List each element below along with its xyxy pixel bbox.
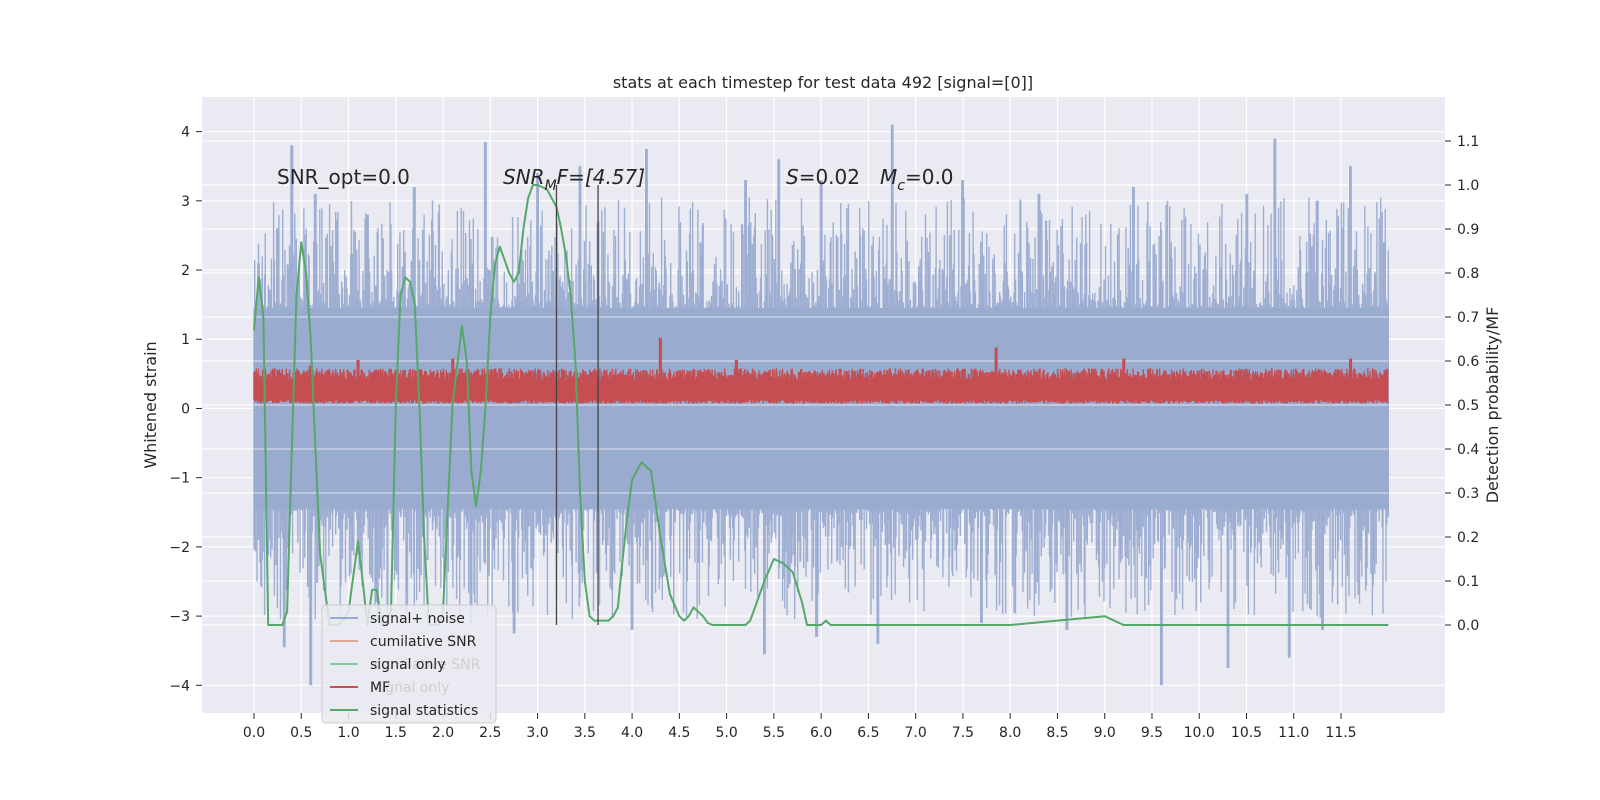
x-tick-label: 3.0: [526, 725, 548, 741]
y-right-tick-label: 0.3: [1457, 486, 1479, 502]
vertical-markers: [555, 185, 599, 625]
legend-label-mf: MF: [370, 680, 390, 696]
y-tick-label: −3: [169, 609, 190, 625]
legend-ghost-2: signal only: [374, 680, 449, 696]
x-tick-label: 3.5: [574, 725, 596, 741]
y-tick-label: −4: [169, 678, 190, 694]
x-tick-label: 9.0: [1094, 725, 1116, 741]
x-tick-label: 1.5: [385, 725, 407, 741]
signal-statistics-series: [253, 184, 1389, 626]
y-right-tick-label: 0.4: [1457, 442, 1479, 458]
y-tick-label: 1: [181, 332, 190, 348]
annotation-snr-mf-rest: F=[4.57]: [557, 165, 645, 189]
y-right-tick-label: 0.6: [1457, 354, 1479, 370]
x-tick-label: 5.5: [763, 725, 785, 741]
x-tick-label: 10.5: [1231, 725, 1262, 741]
y-right-tick-label: 0.8: [1457, 266, 1479, 282]
annotation-snr-opt: SNR_opt=0.0: [277, 165, 410, 189]
annotation-snr-mf-main: SNR: [503, 165, 545, 189]
annotation-mc: Mc=0.0: [880, 165, 954, 194]
signal-statistics-line: [253, 184, 1389, 626]
x-tick-label: 8.5: [1046, 725, 1068, 741]
y-right-tick-label: 0.7: [1457, 310, 1479, 326]
annotation-s-label: S: [786, 165, 799, 189]
x-tick-label: 11.5: [1325, 725, 1356, 741]
y-axis-label-left: Whitened strain: [141, 341, 160, 468]
y-right-tick-label: 0.0: [1457, 618, 1479, 634]
annotation-snr-mf: SNRMF=[4.57]: [503, 165, 645, 194]
x-tick-label: 8.0: [999, 725, 1021, 741]
y-tick-label: 0: [181, 401, 190, 417]
x-tick-label: 6.5: [857, 725, 879, 741]
legend-label-signal-noise: signal+ noise: [370, 611, 465, 627]
x-tick-label: 6.0: [810, 725, 832, 741]
y-right-tick-label: 0.1: [1457, 574, 1479, 590]
x-tick-label: 4.0: [621, 725, 643, 741]
y-tick-label: −1: [169, 471, 190, 487]
annotation-mc-main: M: [880, 165, 897, 189]
chart-title: stats at each timestep for test data 492…: [613, 73, 1033, 92]
x-tick-label: 7.5: [952, 725, 974, 741]
legend-box: [321, 604, 497, 724]
y-tick-label: −2: [169, 540, 190, 556]
x-tick-label: 0.5: [290, 725, 312, 741]
x-tick-label: 2.5: [479, 725, 501, 741]
annotation-s-value: =0.02: [799, 165, 860, 189]
annotation-mc-sub: c: [897, 178, 905, 194]
x-tick-label: 7.0: [905, 725, 927, 741]
annotation-mc-value: =0.0: [905, 165, 954, 189]
y-right-tick-label: 0.5: [1457, 398, 1479, 414]
x-tick-label: 2.0: [432, 725, 454, 741]
y-axis-label-right: Detection probability/MF: [1483, 307, 1502, 504]
y-right-tick-label: 0.2: [1457, 530, 1479, 546]
mf-trace: [253, 337, 1389, 404]
legend-ghost-1: cumilative SNR: [374, 657, 481, 673]
axis-ticks: 0.0 0.5 1.0 1.5 2.0 2.5 3.0 3.5 4.0 4.5 5.0 5.5 6.0 6…: [169, 125, 1479, 741]
x-tick-label: 5.0: [715, 725, 737, 741]
y-tick-label: 2: [181, 263, 190, 279]
legend-label-cumulative-snr: cumilative SNR: [370, 634, 477, 650]
x-tick-label: 9.5: [1141, 725, 1163, 741]
y-right-tick-label: 1.0: [1457, 178, 1479, 194]
y-right-tick-label: 0.9: [1457, 222, 1479, 238]
y-right-tick-label: 1.1: [1457, 134, 1479, 150]
y-tick-label: 4: [181, 125, 190, 141]
annotation-snr-mf-sub: M: [545, 178, 557, 194]
annotation-s: S=0.02: [786, 165, 860, 189]
legend: cumilative SNR signal only signal+ noise…: [321, 604, 497, 724]
legend-label-signal-only: signal only: [370, 657, 445, 673]
x-tick-label: 4.5: [668, 725, 690, 741]
x-tick-label: 1.0: [337, 725, 359, 741]
legend-label-signal-statistics: signal statistics: [370, 703, 478, 719]
x-tick-label: 10.0: [1184, 725, 1215, 741]
x-tick-label: 0.0: [243, 725, 265, 741]
annotation-group: SNR_opt=0.0 SNRMF=[4.57] S=0.02 Mc=0.0: [277, 165, 954, 194]
mf-series: [253, 337, 1389, 404]
x-tick-label: 11.0: [1278, 725, 1309, 741]
signal-noise-series: [253, 124, 1389, 686]
y-tick-label: 3: [181, 194, 190, 210]
